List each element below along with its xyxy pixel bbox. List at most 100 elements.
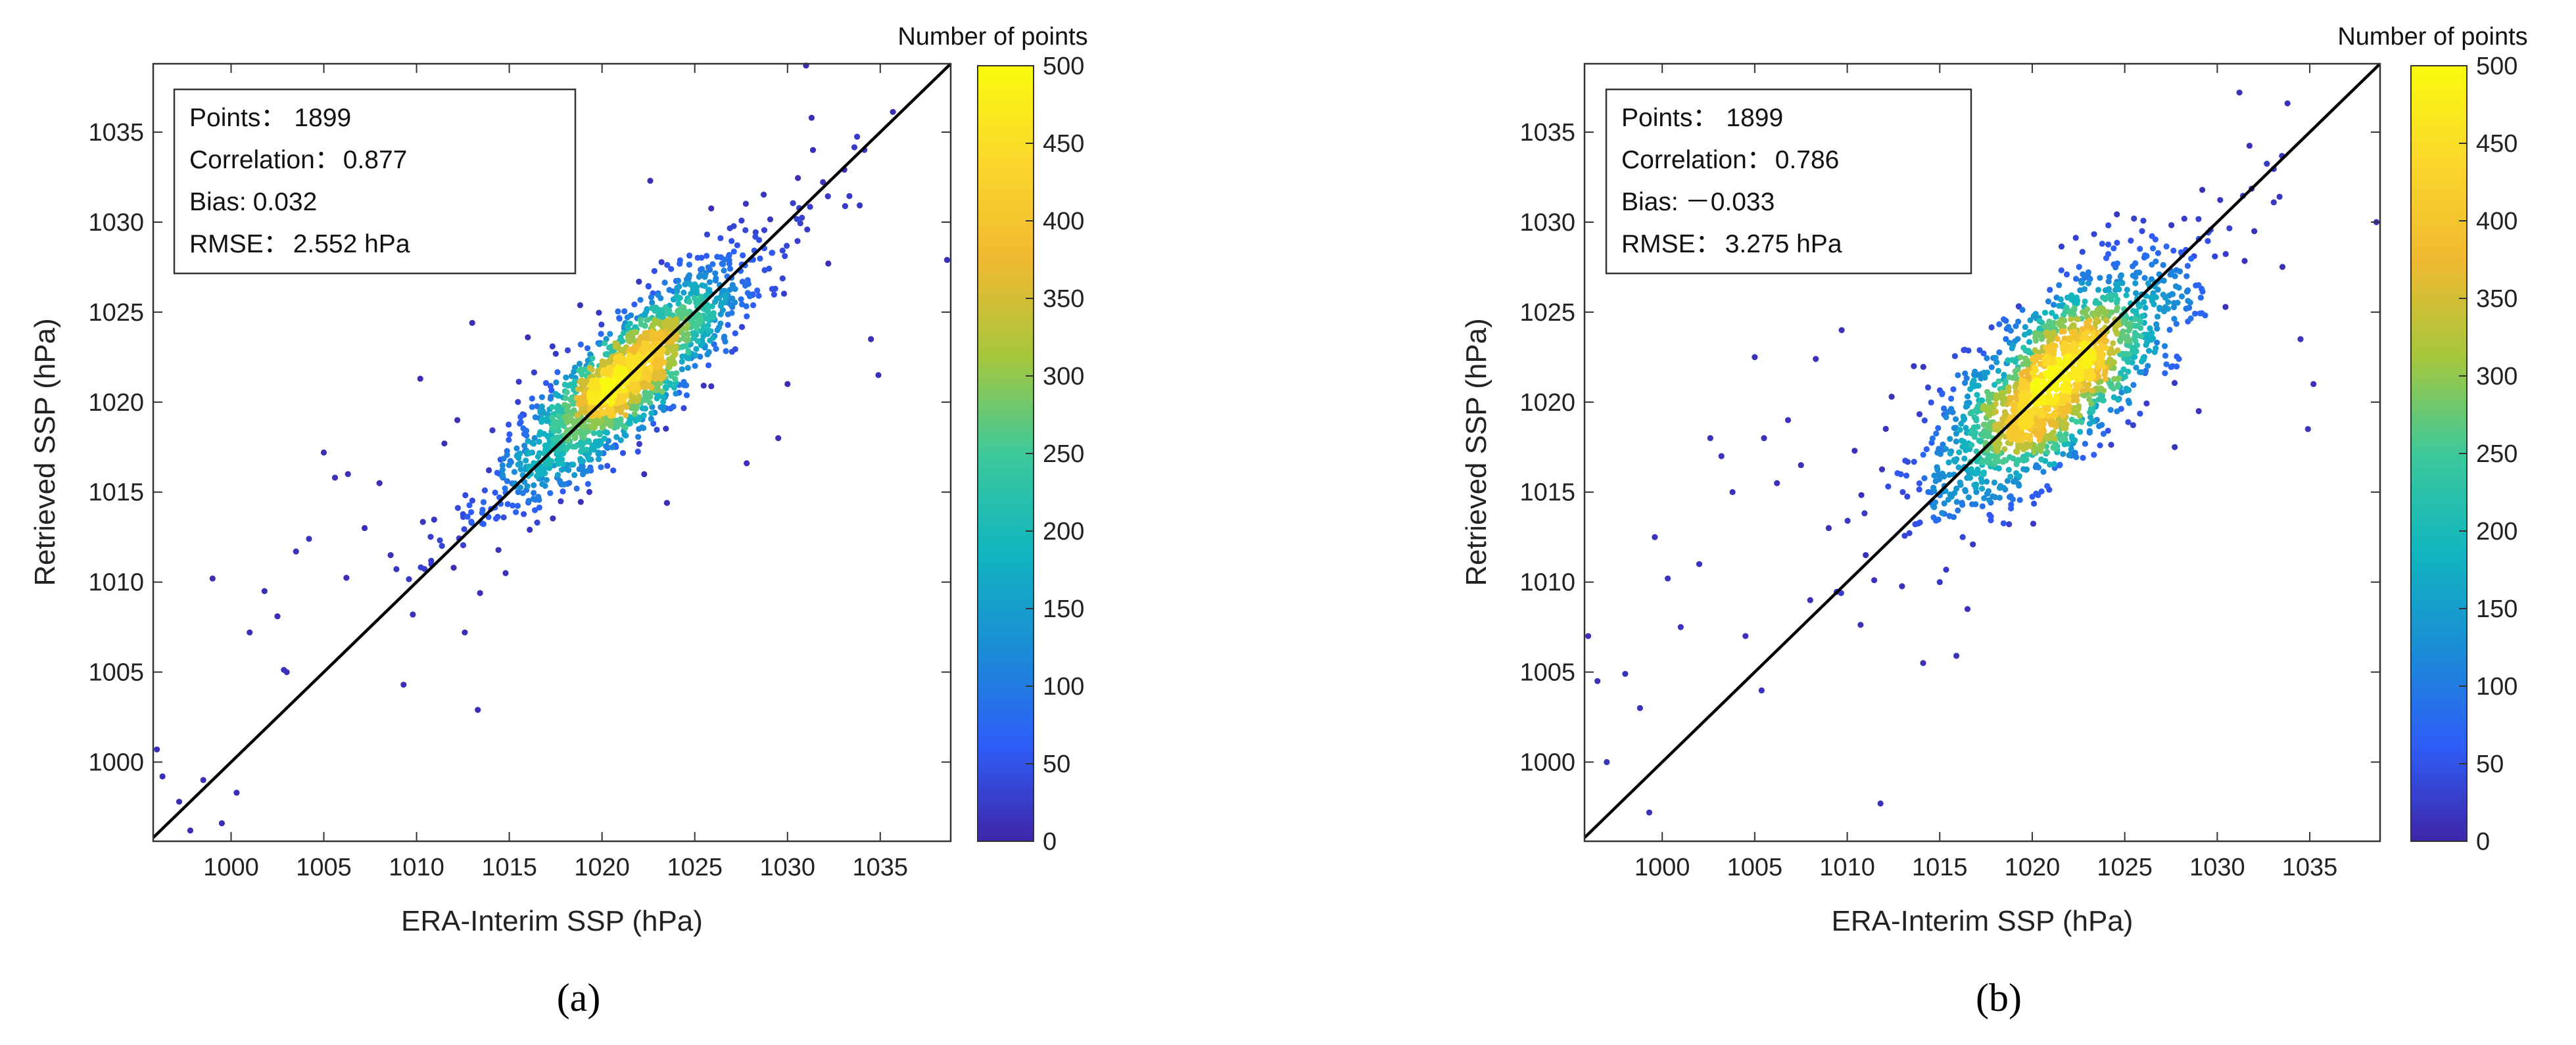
colorbar-ticks: 0 50 100 150 200 250 300 350 400 450 500	[2459, 53, 2517, 856]
data-point	[2047, 287, 2053, 293]
data-point	[654, 395, 660, 402]
data-point	[2086, 381, 2092, 388]
data-point	[1965, 347, 1972, 354]
data-point	[2112, 292, 2118, 298]
data-point	[2162, 294, 2168, 301]
y-tick-label: 1000	[1519, 749, 1575, 777]
data-point	[2063, 430, 2069, 438]
data-point	[1960, 413, 1967, 420]
data-point	[705, 362, 712, 369]
data-point	[606, 419, 613, 425]
data-point	[550, 436, 556, 442]
data-point	[2264, 160, 2270, 167]
data-point	[613, 340, 620, 347]
data-point	[2101, 309, 2108, 315]
data-point	[571, 378, 578, 385]
data-point	[790, 200, 796, 206]
data-point	[460, 511, 466, 518]
data-point	[1677, 624, 1684, 630]
data-point	[797, 220, 803, 227]
data-point	[705, 264, 711, 271]
data-point	[2009, 345, 2015, 352]
data-point	[531, 482, 537, 488]
data-point	[2032, 415, 2039, 421]
data-point	[2020, 392, 2026, 400]
data-point	[754, 287, 761, 294]
data-point	[2063, 271, 2070, 278]
data-point	[679, 366, 685, 373]
data-point	[554, 369, 561, 375]
data-point	[552, 350, 559, 357]
data-point	[614, 423, 621, 430]
data-point	[1877, 800, 1884, 807]
data-point	[2147, 331, 2153, 338]
data-point	[595, 451, 602, 457]
colorbar-tick-label: 0	[1043, 828, 1057, 856]
data-point	[2041, 394, 2047, 401]
data-point	[742, 227, 749, 233]
data-point	[728, 348, 735, 355]
x-tick-label: 1025	[667, 854, 723, 881]
data-point	[1950, 514, 1957, 521]
data-point	[2105, 427, 2111, 434]
data-point	[857, 202, 863, 209]
data-point	[2044, 373, 2051, 379]
data-point	[636, 440, 643, 448]
data-point	[441, 440, 448, 447]
data-point	[739, 301, 746, 308]
data-point	[2093, 315, 2100, 323]
data-point	[1980, 469, 1987, 476]
data-point	[466, 502, 473, 509]
data-point	[2001, 371, 2007, 379]
data-point	[658, 393, 665, 400]
data-point	[1939, 509, 1945, 517]
data-point	[704, 252, 710, 259]
x-tick-label: 1030	[2189, 854, 2245, 881]
data-point	[2133, 308, 2139, 315]
colorbar-gradient	[978, 66, 1034, 841]
data-point	[1971, 434, 1978, 440]
data-point	[1911, 459, 1917, 465]
data-point	[1999, 390, 2006, 398]
plot-frame	[1583, 62, 2381, 843]
data-point	[725, 321, 731, 328]
data-point	[2017, 354, 2024, 361]
colorbar-tick-label: 450	[2476, 130, 2517, 158]
data-point	[784, 381, 791, 388]
data-point	[628, 312, 634, 319]
data-point	[525, 498, 532, 504]
data-point	[1923, 446, 1930, 453]
data-point	[209, 575, 216, 582]
data-point	[2001, 409, 2008, 415]
data-point	[517, 466, 524, 473]
data-point	[517, 420, 523, 427]
data-point	[2003, 317, 2009, 324]
data-point	[2241, 258, 2248, 264]
data-point	[460, 542, 467, 549]
data-point	[573, 395, 581, 402]
data-point	[1953, 416, 1959, 423]
data-point	[650, 420, 657, 427]
data-point	[552, 390, 559, 398]
data-point	[345, 471, 351, 478]
data-point	[2023, 434, 2030, 441]
data-point	[671, 384, 678, 391]
data-point	[502, 570, 509, 576]
data-point	[647, 400, 654, 406]
data-point	[641, 333, 648, 339]
data-point	[2058, 267, 2064, 273]
data-point	[2137, 246, 2143, 252]
data-point	[417, 375, 423, 382]
colorbar-tick-label: 250	[2476, 440, 2517, 468]
data-point	[766, 266, 773, 272]
data-point	[2140, 218, 2147, 224]
data-point	[2056, 282, 2063, 289]
x-tick-label: 1010	[1819, 854, 1875, 881]
data-point	[2081, 392, 2087, 399]
data-point	[2141, 298, 2147, 306]
data-point	[1968, 466, 1974, 473]
data-point	[599, 409, 606, 415]
data-point	[2045, 298, 2052, 305]
data-point	[1774, 480, 1780, 486]
data-point	[2114, 408, 2120, 415]
